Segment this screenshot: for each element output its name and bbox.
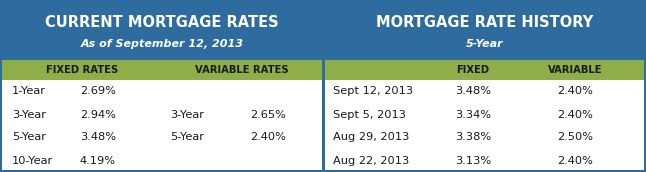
Text: 2.40%: 2.40%	[557, 87, 593, 96]
Bar	[322, 2, 325, 170]
Text: 2.50%: 2.50%	[557, 132, 593, 142]
Bar	[325, 60, 644, 80]
Text: 3-Year: 3-Year	[170, 110, 204, 120]
Text: 2.40%: 2.40%	[557, 110, 593, 120]
Text: 3.34%: 3.34%	[455, 110, 491, 120]
Text: Sept 12, 2013: Sept 12, 2013	[333, 87, 413, 96]
Text: 2.94%: 2.94%	[80, 110, 116, 120]
Text: VARIABLE RATES: VARIABLE RATES	[195, 65, 289, 75]
Bar	[2, 60, 322, 80]
Text: 2.40%: 2.40%	[557, 155, 593, 165]
Bar	[2, 2, 322, 60]
Text: 3.13%: 3.13%	[455, 155, 491, 165]
Text: 3-Year: 3-Year	[12, 110, 46, 120]
Text: 10-Year: 10-Year	[12, 155, 53, 165]
Text: 2.65%: 2.65%	[250, 110, 286, 120]
Text: 4.19%: 4.19%	[80, 155, 116, 165]
Text: 5-Year: 5-Year	[466, 39, 503, 49]
Text: FIXED: FIXED	[457, 65, 490, 75]
Text: CURRENT MORTGAGE RATES: CURRENT MORTGAGE RATES	[45, 15, 279, 30]
Text: 1-Year: 1-Year	[12, 87, 46, 96]
Text: As of September 12, 2013: As of September 12, 2013	[81, 39, 244, 49]
Text: VARIABLE: VARIABLE	[548, 65, 602, 75]
Text: 5-Year: 5-Year	[170, 132, 204, 142]
Text: Aug 29, 2013: Aug 29, 2013	[333, 132, 410, 142]
Text: 3.48%: 3.48%	[80, 132, 116, 142]
Text: 5-Year: 5-Year	[12, 132, 46, 142]
Text: 2.69%: 2.69%	[80, 87, 116, 96]
Text: 3.38%: 3.38%	[455, 132, 491, 142]
Text: 3.48%: 3.48%	[455, 87, 491, 96]
Text: Aug 22, 2013: Aug 22, 2013	[333, 155, 410, 165]
Text: MORTGAGE RATE HISTORY: MORTGAGE RATE HISTORY	[376, 15, 593, 30]
Text: 2.40%: 2.40%	[250, 132, 286, 142]
Text: FIXED RATES: FIXED RATES	[46, 65, 118, 75]
Bar	[325, 2, 644, 60]
Text: Sept 5, 2013: Sept 5, 2013	[333, 110, 406, 120]
